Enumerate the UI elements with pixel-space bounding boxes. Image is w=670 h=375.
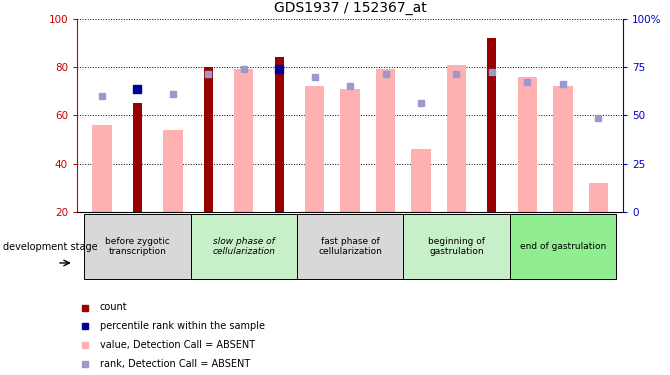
Bar	[190, 214, 297, 279]
Bar	[84, 214, 190, 279]
Text: before zygotic
transcription: before zygotic transcription	[105, 237, 170, 256]
Bar	[234, 69, 253, 212]
Bar	[411, 149, 431, 212]
Bar	[163, 130, 182, 212]
Bar	[340, 89, 360, 212]
Bar	[403, 214, 510, 279]
Text: value, Detection Call = ABSENT: value, Detection Call = ABSENT	[100, 340, 255, 350]
Bar	[92, 125, 112, 212]
Text: end of gastrulation: end of gastrulation	[520, 242, 606, 251]
Text: slow phase of
cellularization: slow phase of cellularization	[212, 237, 275, 256]
Bar	[553, 86, 573, 212]
Text: beginning of
gastrulation: beginning of gastrulation	[428, 237, 485, 256]
Title: GDS1937 / 152367_at: GDS1937 / 152367_at	[274, 1, 426, 15]
Bar	[488, 38, 496, 212]
Text: rank, Detection Call = ABSENT: rank, Detection Call = ABSENT	[100, 359, 250, 369]
Text: percentile rank within the sample: percentile rank within the sample	[100, 321, 265, 331]
Bar	[297, 214, 403, 279]
Bar	[518, 77, 537, 212]
Text: development stage: development stage	[3, 242, 98, 252]
Bar	[588, 183, 608, 212]
Bar	[305, 86, 324, 212]
Bar	[275, 57, 283, 212]
Bar	[204, 67, 212, 212]
Bar	[510, 214, 616, 279]
Text: count: count	[100, 303, 127, 312]
Bar	[447, 64, 466, 212]
Bar	[376, 69, 395, 212]
Text: fast phase of
cellularization: fast phase of cellularization	[318, 237, 382, 256]
Bar	[133, 103, 142, 212]
